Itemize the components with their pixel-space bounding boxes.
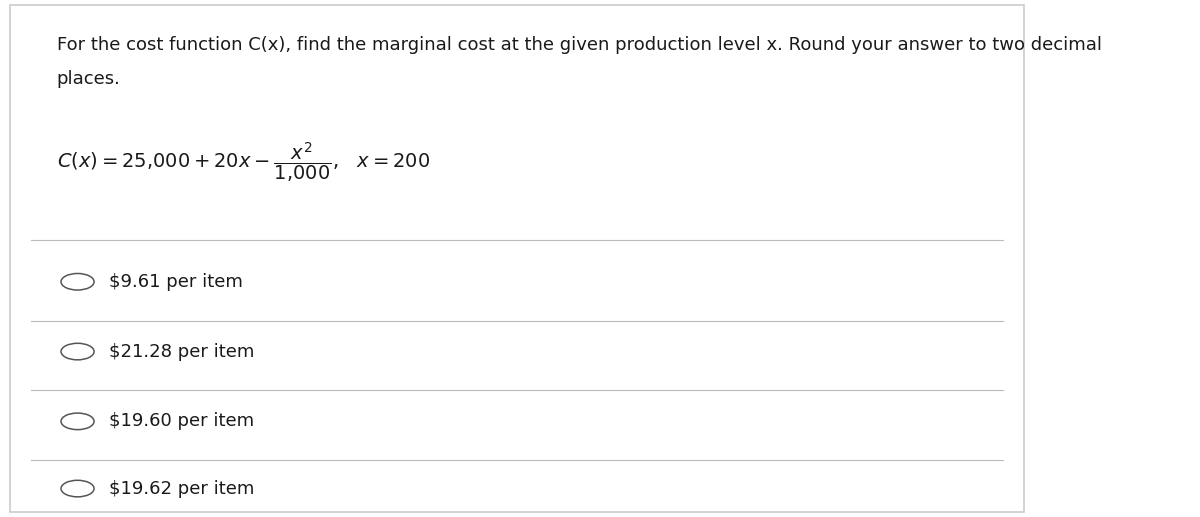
Text: $21.28 per item: $21.28 per item bbox=[108, 343, 254, 360]
Text: $19.62 per item: $19.62 per item bbox=[108, 480, 254, 497]
Text: $19.60 per item: $19.60 per item bbox=[108, 413, 253, 430]
Text: $C(x) = 25{,}000 + 20x - \dfrac{x^2}{1{,}000}$,   $x = 200$: $C(x) = 25{,}000 + 20x - \dfrac{x^2}{1{,… bbox=[56, 140, 430, 184]
Text: places.: places. bbox=[56, 70, 121, 88]
Text: For the cost function C(x), find the marginal cost at the given production level: For the cost function C(x), find the mar… bbox=[56, 36, 1102, 54]
FancyBboxPatch shape bbox=[11, 5, 1024, 512]
Text: $9.61 per item: $9.61 per item bbox=[108, 273, 242, 291]
